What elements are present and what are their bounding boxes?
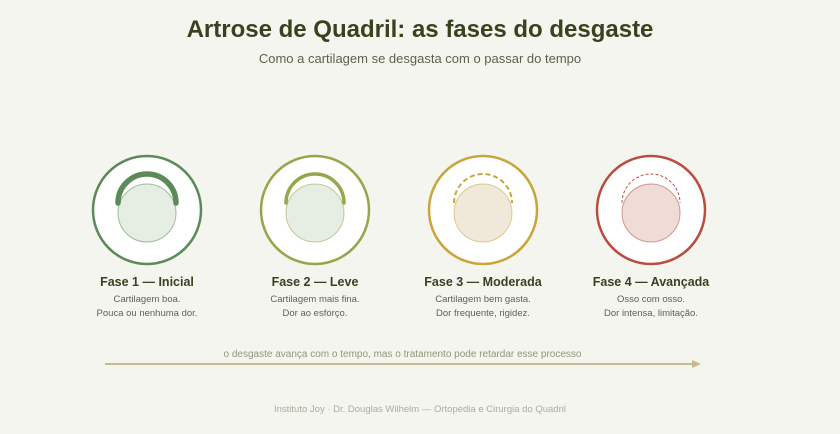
hip-joint-stage-3-icon bbox=[427, 154, 539, 266]
stage-1-line-1: Cartilagem boa. bbox=[113, 294, 181, 305]
stage-4-line-2: Dor intensa, limitação. bbox=[604, 308, 698, 319]
stage-4-line-1: Osso com osso. bbox=[616, 294, 686, 305]
stage-1: Fase 1 — Inicial Cartilagem boa. Pouca o… bbox=[47, 153, 247, 321]
progress-arrow-icon bbox=[105, 360, 701, 368]
stage-2-line-1: Cartilagem mais fina. bbox=[270, 294, 360, 305]
stage-1-title: Fase 1 — Inicial bbox=[100, 275, 194, 289]
stage-2-line-2: Dor ao esforço. bbox=[282, 308, 348, 319]
stage-3-line-1: Cartilagem bem gasta. bbox=[435, 294, 531, 305]
page-title: Artrose de Quadril: as fases do desgaste bbox=[186, 16, 654, 43]
footer-credit: Instituto Joy · Dr. Douglas Wilhelm — Or… bbox=[274, 404, 566, 415]
stage-1-line-2: Pouca ou nenhuma dor. bbox=[96, 308, 198, 319]
stage-3-line-2: Dor frequente, rigidez. bbox=[436, 308, 530, 319]
progress-label: o desgaste avança com o tempo, mas o tra… bbox=[223, 349, 582, 360]
stage-4-title: Fase 4 — Avançada bbox=[592, 275, 710, 289]
stage-2: Fase 2 — Leve Cartilagem mais fina. Dor … bbox=[215, 153, 415, 321]
stage-2-title: Fase 2 — Leve bbox=[271, 275, 359, 289]
hip-joint-stage-1-icon bbox=[91, 154, 203, 266]
hip-joint-stage-4-icon bbox=[595, 154, 707, 266]
stage-3-title: Fase 3 — Moderada bbox=[424, 275, 542, 289]
hip-joint-stage-2-icon bbox=[259, 154, 371, 266]
stage-3: Fase 3 — Moderada Cartilagem bem gasta. … bbox=[383, 153, 583, 321]
stage-4: Fase 4 — Avançada Osso com osso. Dor int… bbox=[551, 153, 751, 321]
page-subtitle: Como a cartilagem se desgasta com o pass… bbox=[258, 51, 582, 66]
